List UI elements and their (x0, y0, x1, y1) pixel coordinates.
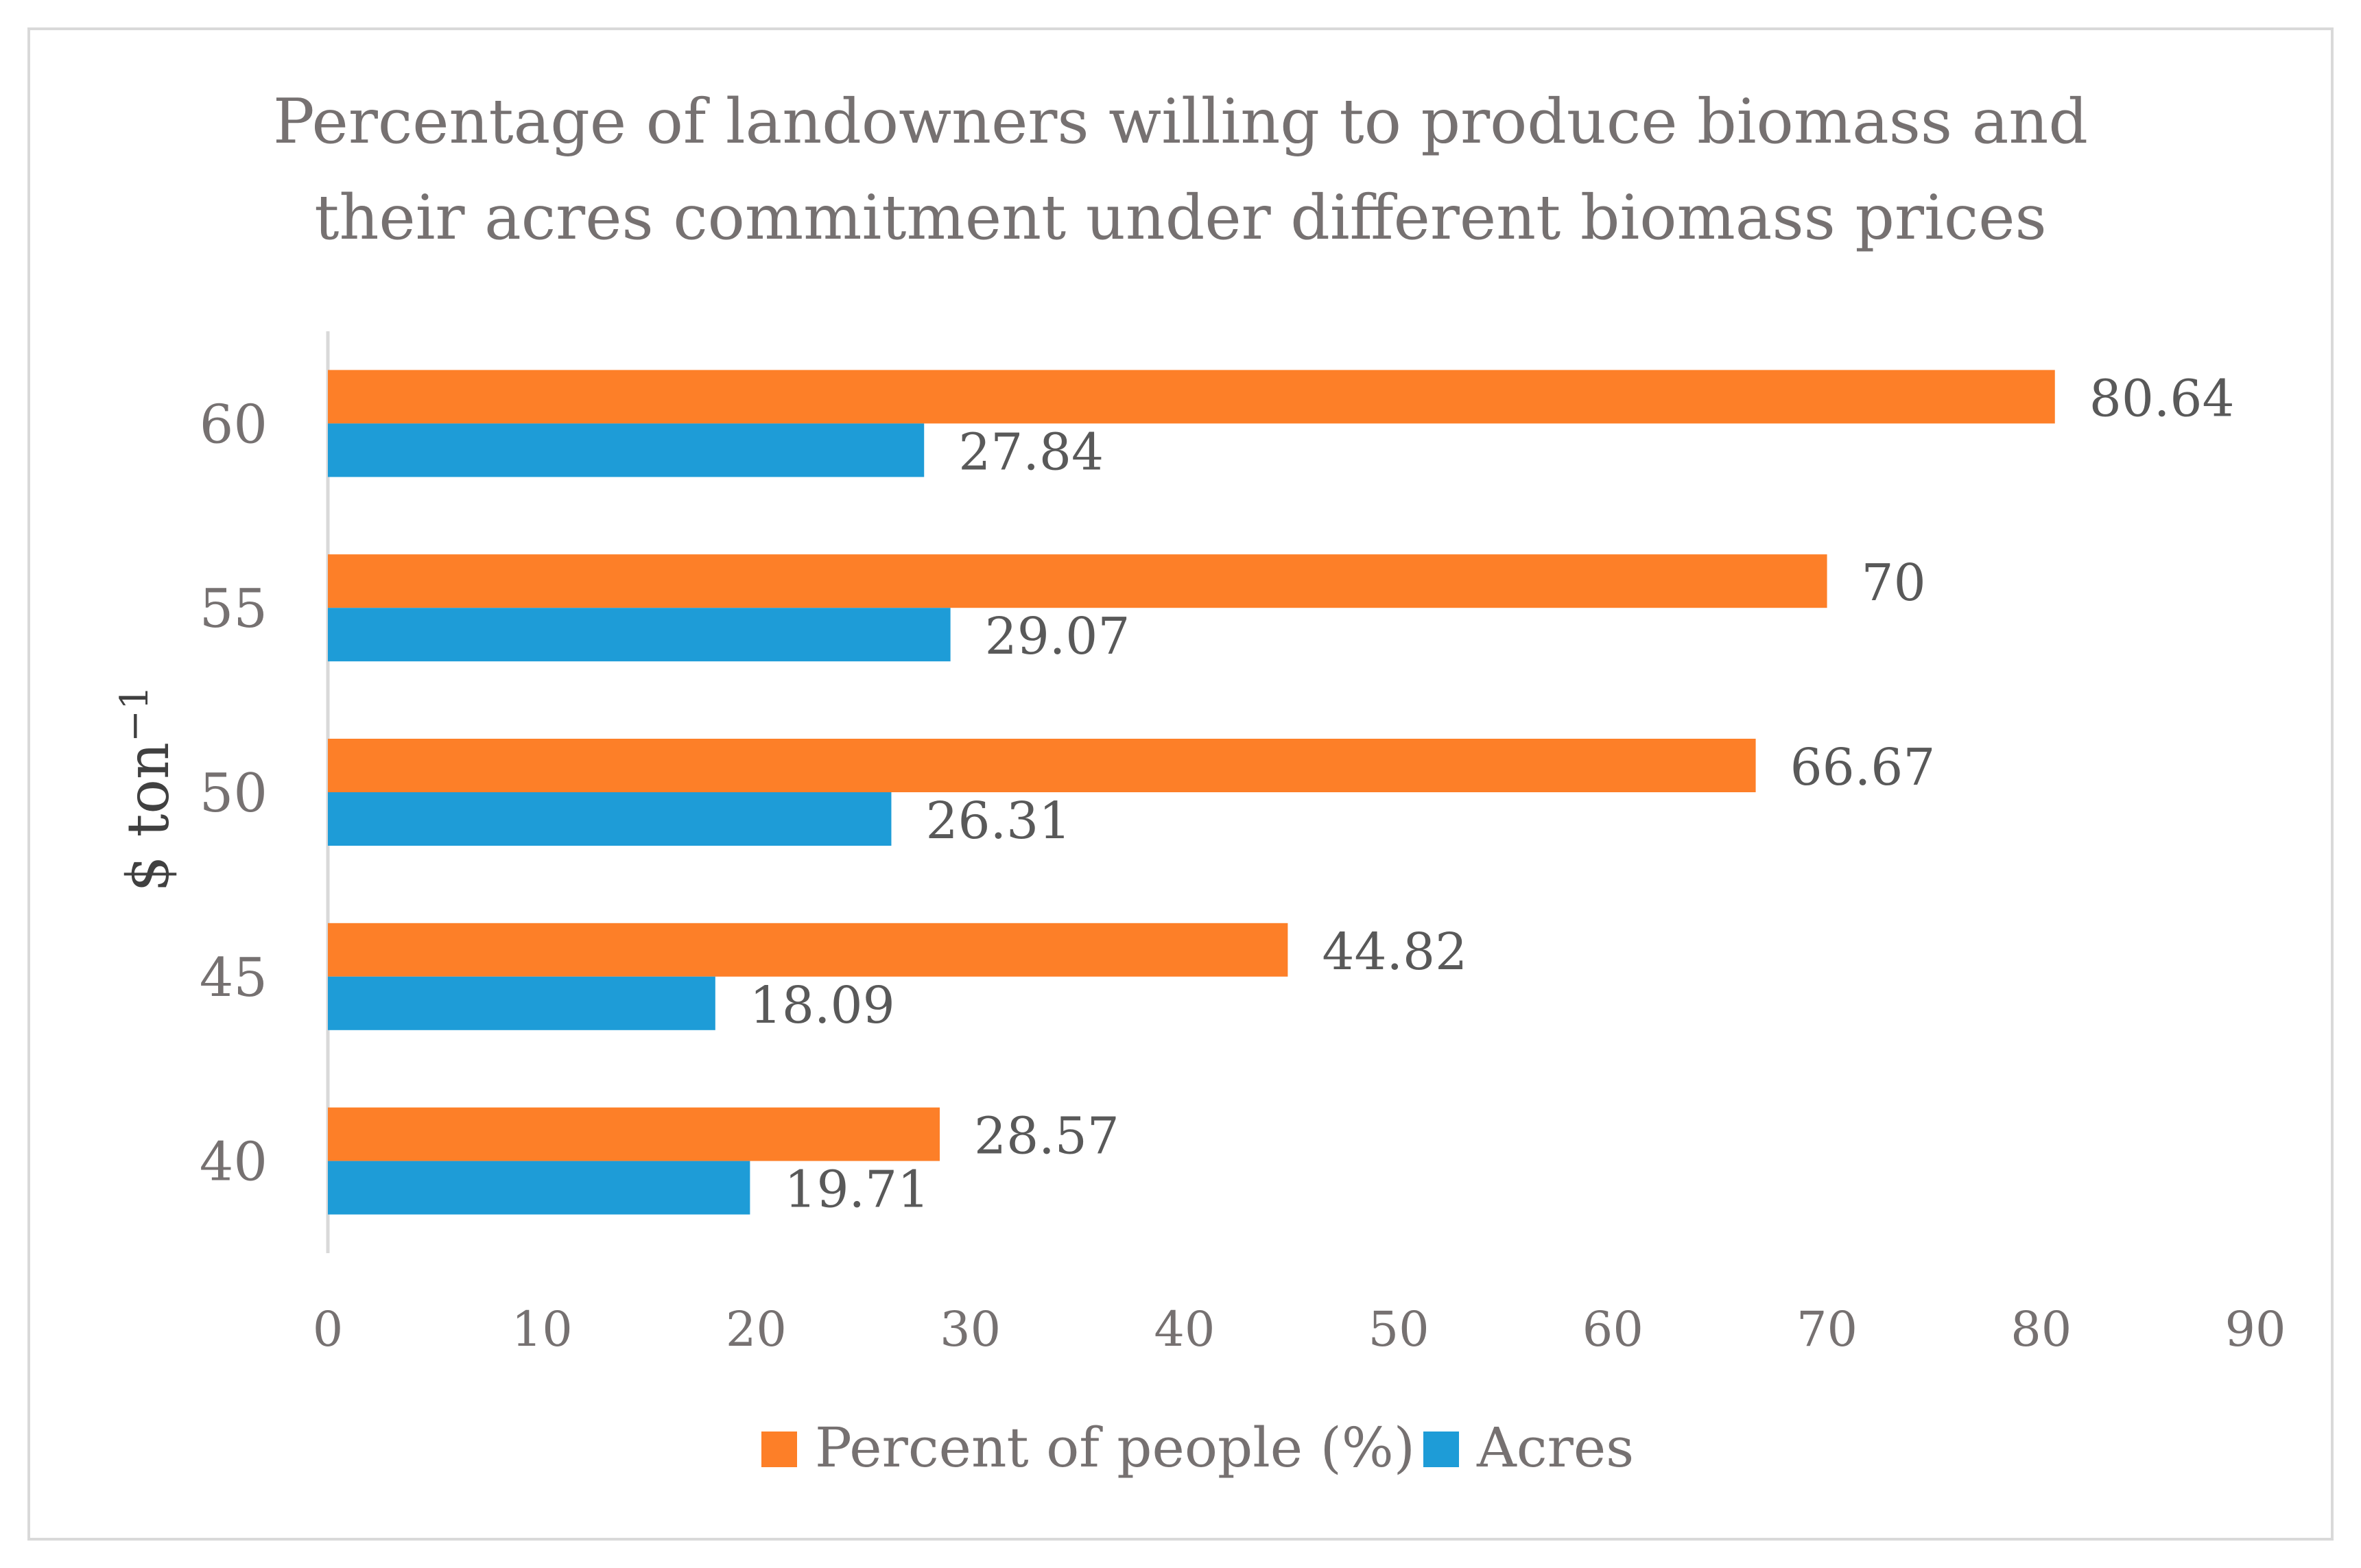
x-tick-label-60: 60 (1582, 1301, 1644, 1357)
legend-label-acres: Acres (1476, 1416, 1634, 1480)
legend: Percent of people (%) Acres (761, 1416, 1634, 1480)
chart-title-line-2: their acres commitment under different b… (314, 182, 2046, 254)
y-axis-label-superscript: −1 (112, 685, 157, 742)
x-tick-label-30: 30 (940, 1301, 1001, 1357)
bar-acres-50 (328, 792, 892, 846)
data-label-percent-50: 66.67 (1790, 738, 1936, 797)
y-axis-label-text: $ ton (115, 742, 182, 892)
bar-acres-40 (328, 1161, 750, 1215)
x-tick-label-10: 10 (512, 1301, 573, 1357)
y-tick-label-40: 40 (200, 1132, 268, 1193)
x-tick-label-50: 50 (1368, 1301, 1429, 1357)
x-tick-label-90: 90 (2224, 1301, 2286, 1357)
y-tick-label-60: 60 (200, 394, 268, 455)
legend-label-percent: Percent of people (%) (815, 1416, 1415, 1480)
x-tick-label-40: 40 (1154, 1301, 1215, 1357)
plot-area: 28.57 19.71 40 44.82 18.09 45 66.67 26.31 50 70 29… (200, 331, 2286, 1357)
bar-acres-55 (328, 608, 951, 662)
bar-percent-55 (328, 554, 1827, 608)
data-label-acres-55: 29.07 (985, 607, 1130, 666)
y-tick-label-55: 55 (200, 578, 268, 640)
data-label-percent-45: 44.82 (1322, 923, 1467, 982)
y-tick-label-45: 45 (200, 947, 268, 1009)
bar-percent-40 (328, 1107, 940, 1161)
data-label-percent-55: 70 (1862, 554, 1926, 613)
bar-percent-50 (328, 739, 1756, 792)
bar-acres-45 (328, 976, 715, 1030)
data-label-acres-50: 26.31 (925, 792, 1071, 851)
bar-percent-60 (328, 370, 2055, 424)
data-label-acres-60: 27.84 (958, 423, 1104, 482)
data-label-acres-45: 18.09 (750, 976, 895, 1035)
data-label-percent-60: 80.64 (2089, 369, 2235, 428)
x-tick-label-70: 70 (1796, 1301, 1858, 1357)
x-tick-label-80: 80 (2010, 1301, 2072, 1357)
legend-swatch-percent (761, 1432, 797, 1467)
data-label-acres-40: 19.71 (784, 1161, 929, 1220)
y-axis-label: $ ton−1 (112, 685, 182, 892)
x-tick-label-20: 20 (726, 1301, 787, 1357)
x-tick-label-0: 0 (313, 1301, 344, 1357)
bar-acres-60 (328, 423, 925, 477)
data-label-percent-40: 28.57 (974, 1107, 1119, 1166)
legend-swatch-acres (1423, 1432, 1459, 1467)
bar-percent-45 (328, 923, 1288, 977)
y-tick-label-50: 50 (200, 763, 268, 824)
chart-title-line-1: Percentage of landowners willing to prod… (273, 86, 2088, 158)
